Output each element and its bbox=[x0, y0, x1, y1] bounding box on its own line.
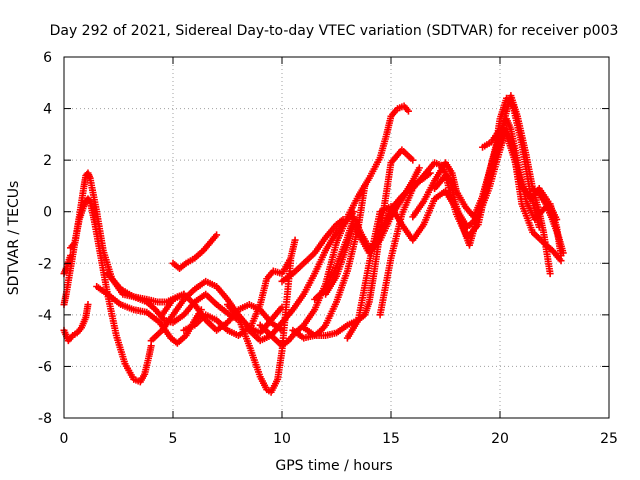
data-markers bbox=[60, 92, 567, 396]
series-track-22 bbox=[431, 92, 554, 278]
y-tick-label: -4 bbox=[38, 308, 52, 324]
data-point bbox=[291, 236, 299, 244]
series-track-18 bbox=[322, 164, 423, 298]
y-tick-label: -2 bbox=[38, 256, 52, 272]
y-tick-label: 6 bbox=[43, 50, 52, 66]
y-tick-label: -6 bbox=[38, 359, 52, 375]
data-point bbox=[67, 252, 75, 260]
chart-title: Day 292 of 2021, Sidereal Day-to-day VTE… bbox=[50, 23, 619, 39]
data-point bbox=[546, 270, 554, 278]
x-tick-label: 10 bbox=[273, 431, 291, 447]
series-track-2 bbox=[67, 169, 188, 306]
y-tick-label: 2 bbox=[43, 153, 52, 169]
x-tick-label: 20 bbox=[491, 431, 509, 447]
y-tick-label: 0 bbox=[43, 205, 52, 221]
y-tick-label: 4 bbox=[43, 102, 52, 118]
x-tick-label: 15 bbox=[382, 431, 400, 447]
y-tick-label: -8 bbox=[38, 411, 52, 427]
data-point bbox=[339, 215, 347, 223]
data-point bbox=[361, 182, 369, 190]
x-tick-label: 25 bbox=[600, 431, 618, 447]
plot-frame bbox=[63, 56, 610, 419]
data-point bbox=[409, 156, 417, 164]
series-track-3 bbox=[60, 301, 92, 345]
series-track-5 bbox=[104, 270, 242, 327]
y-axis-label: SDTVAR / TECUs bbox=[6, 181, 22, 296]
data-point bbox=[559, 249, 567, 257]
data-point bbox=[84, 301, 92, 309]
series-track-23 bbox=[479, 125, 561, 223]
data-point bbox=[404, 107, 412, 115]
tick-labels: 0 5 10 15 20 25 -8 -6 -4 -2 0 2 4 6 bbox=[38, 50, 618, 447]
series-track-8 bbox=[169, 231, 221, 272]
x-tick-label: 5 bbox=[169, 431, 178, 447]
series-track-12 bbox=[245, 208, 358, 345]
x-tick-label: 0 bbox=[60, 431, 69, 447]
axis-ticks bbox=[63, 56, 610, 419]
series-track-24 bbox=[529, 185, 567, 257]
series-track-14 bbox=[278, 215, 347, 285]
x-axis-label: GPS time / hours bbox=[275, 458, 392, 474]
series-track-11 bbox=[245, 236, 299, 334]
data-point bbox=[213, 231, 221, 239]
data-point bbox=[415, 164, 423, 172]
